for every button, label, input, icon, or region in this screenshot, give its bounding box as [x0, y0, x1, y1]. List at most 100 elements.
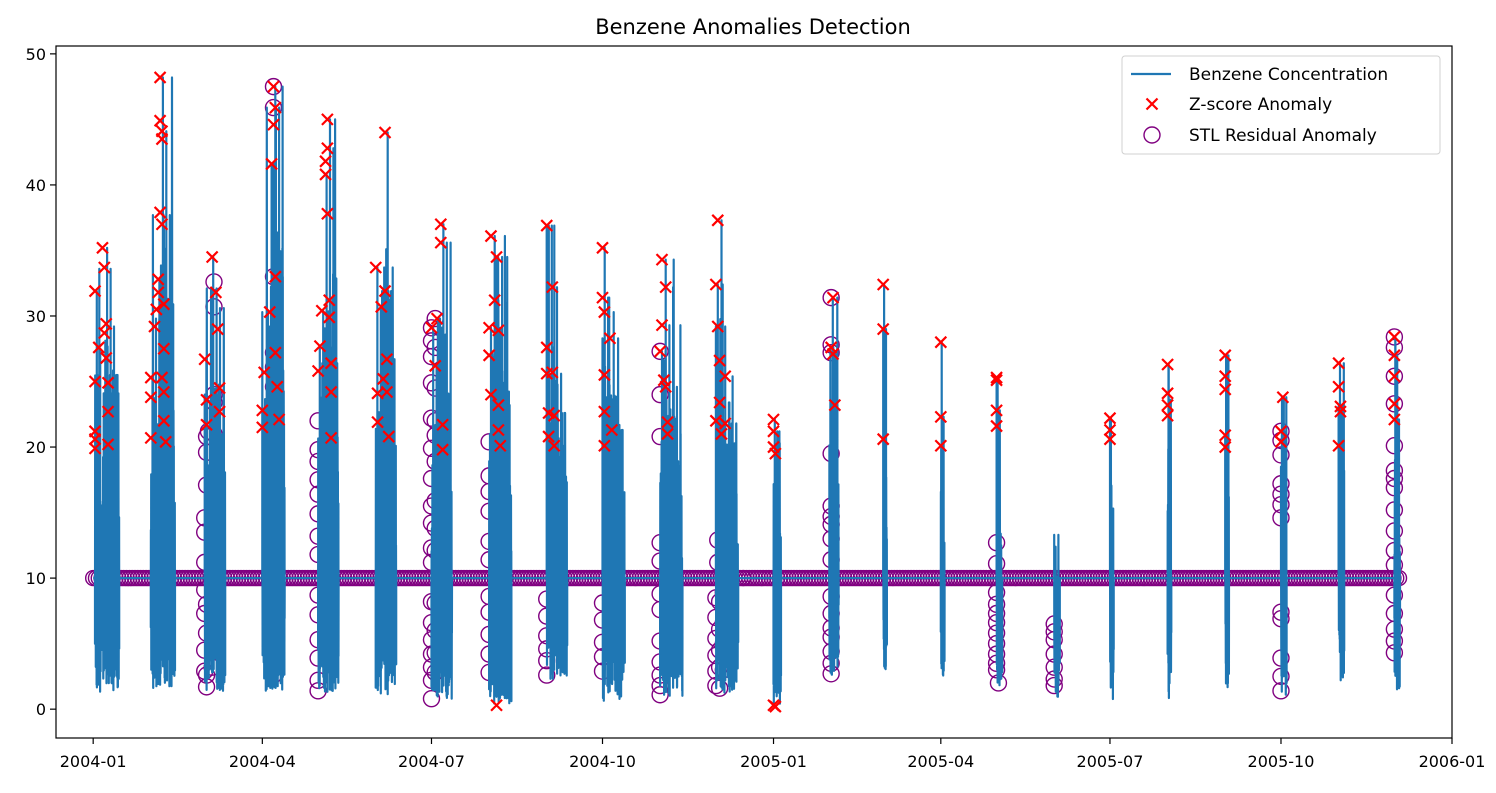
zscore-anomaly-marker: [99, 317, 113, 331]
zscore-anomaly-marker: [492, 423, 505, 437]
zscore-anomaly-marker: [321, 207, 334, 221]
zscore-anomaly-marker: [542, 430, 555, 443]
stl-anomaly-marker: [822, 288, 840, 307]
zscore-anomaly-marker: [101, 376, 115, 390]
zscore-anomaly-marker: [157, 342, 171, 356]
zscore-anomaly-marker: [144, 390, 158, 404]
legend-label: Benzene Concentration: [1189, 65, 1388, 85]
legend: Benzene Concentration Z-score Anomaly STL …: [1121, 55, 1441, 155]
zscore-anomaly-marker: [490, 250, 503, 264]
zscore-anomaly-marker: [1161, 387, 1174, 400]
zscore-anomaly-marker: [876, 322, 890, 336]
plot-area: [84, 71, 1408, 713]
axes: 0 10 20 30 40 50 2004-01 2004-04 2004-07 2004-10 2…: [26, 45, 1486, 771]
zscore-anomaly-marker: [1103, 411, 1117, 425]
zscore-anomaly-marker: [876, 278, 890, 291]
axes-frame: [55, 45, 1453, 739]
zscore-anomaly-marker: [990, 419, 1003, 433]
zscore-anomaly-marker: [546, 366, 559, 379]
zscore-anomaly-marker: [213, 381, 226, 395]
zscore-anomaly-marker: [1103, 432, 1117, 446]
zscore-anomaly-marker: [157, 385, 171, 399]
x-tick-label: 2005-10: [1248, 752, 1315, 771]
zscore-anomaly-marker: [319, 168, 332, 181]
zscore-anomaly-marker: [1218, 440, 1232, 454]
zscore-anomaly-marker: [1161, 358, 1174, 371]
zscore-anomaly-marker: [200, 418, 213, 432]
legend-x-swatch: [1145, 97, 1159, 111]
chart-title: Benzene Anomalies Detection: [595, 15, 911, 39]
zscore-anomaly-marker: [436, 443, 449, 456]
zscore-anomaly-marker: [380, 352, 394, 366]
zscore-anomaly-marker: [263, 305, 277, 319]
zscore-anomaly-marker: [157, 414, 171, 428]
zscore-anomaly-marker: [313, 339, 327, 353]
zscore-anomaly-marker: [88, 375, 102, 388]
zscore-anomaly-marker: [378, 126, 392, 139]
zscore-anomaly-marker: [828, 398, 842, 412]
zscore-anomaly-marker: [213, 405, 226, 418]
zscore-anomaly-marker: [484, 388, 498, 401]
x-tick-label: 2005-01: [740, 752, 807, 771]
zscore-anomaly-marker: [319, 155, 332, 168]
zscore-anomaly-marker: [596, 291, 609, 304]
zscore-anomaly-marker: [88, 442, 102, 455]
zscore-anomaly-marker: [596, 241, 609, 255]
zscore-anomaly-marker: [484, 229, 498, 243]
zscore-anomaly-marker: [1388, 397, 1401, 411]
zscore-anomaly-marker: [425, 321, 438, 335]
zscore-anomaly-marker: [269, 270, 282, 283]
zscore-anomaly-marker: [101, 405, 115, 418]
zscore-anomaly-marker: [375, 300, 388, 314]
x-tick-label: 2004-07: [398, 752, 465, 771]
zscore-anomaly-marker: [598, 439, 611, 453]
zscore-anomaly-marker: [715, 427, 728, 441]
legend-label: Z-score Anomaly: [1189, 95, 1332, 115]
zscore-anomaly-marker: [96, 241, 109, 255]
zscore-anomaly-marker: [153, 114, 167, 127]
zscore-anomaly-marker: [151, 273, 165, 286]
zscore-anomaly-marker: [653, 345, 667, 358]
zscore-anomaly-marker: [713, 396, 726, 409]
zscore-anomaly-marker: [92, 341, 106, 354]
stl-anomaly-marker: [651, 385, 669, 404]
zscore-anomaly-marker: [709, 278, 723, 291]
zscore-anomaly-marker: [826, 291, 840, 304]
x-tick-label: 2005-04: [907, 752, 974, 771]
stl-anomaly-marker: [1045, 676, 1063, 695]
zscore-anomaly-marker: [88, 432, 102, 446]
zscore-anomaly-marker: [269, 101, 282, 114]
zscore-anomaly-marker: [157, 297, 171, 311]
zscore-anomaly-marker: [934, 335, 948, 349]
zscore-anomaly-marker: [490, 698, 503, 712]
zscore-anomaly-marker: [655, 318, 669, 332]
zscore-anomaly-marker: [371, 415, 384, 429]
zscore-anomaly-marker: [324, 385, 338, 399]
zscore-anomaly-marker: [492, 324, 505, 337]
stl-anomaly-marker: [422, 689, 441, 708]
zscore-anomaly-marker: [324, 431, 338, 445]
zscore-anomaly-marker: [267, 80, 280, 93]
x-tick-label: 2006-01: [1419, 752, 1486, 771]
zscore-anomaly-marker: [990, 371, 1003, 384]
legend-circle-swatch: [1143, 126, 1161, 144]
zscore-anomaly-marker: [659, 280, 672, 294]
zscore-anomaly-marker: [101, 438, 115, 451]
zscore-anomaly-marker: [1388, 330, 1401, 344]
zscore-anomaly-marker: [767, 413, 780, 426]
zscore-anomaly-marker: [990, 373, 1003, 387]
zscore-anomaly-marker: [1218, 349, 1232, 362]
zscore-anomaly-marker: [547, 409, 561, 422]
zscore-anomaly-marker: [547, 439, 561, 453]
zscore-anomaly-marker: [990, 404, 1003, 417]
zscore-anomaly-marker: [382, 430, 396, 443]
zscore-anomaly-marker: [311, 364, 325, 378]
x-tick-label: 2004-04: [229, 752, 296, 771]
zscore-anomaly-marker: [1388, 349, 1401, 362]
zscore-anomaly-marker: [155, 132, 169, 146]
zscore-anomaly-marker: [1332, 380, 1345, 394]
zscore-anomaly-marker: [209, 286, 223, 299]
zscore-anomaly-marker: [256, 404, 269, 417]
legend-box: [1121, 55, 1441, 155]
